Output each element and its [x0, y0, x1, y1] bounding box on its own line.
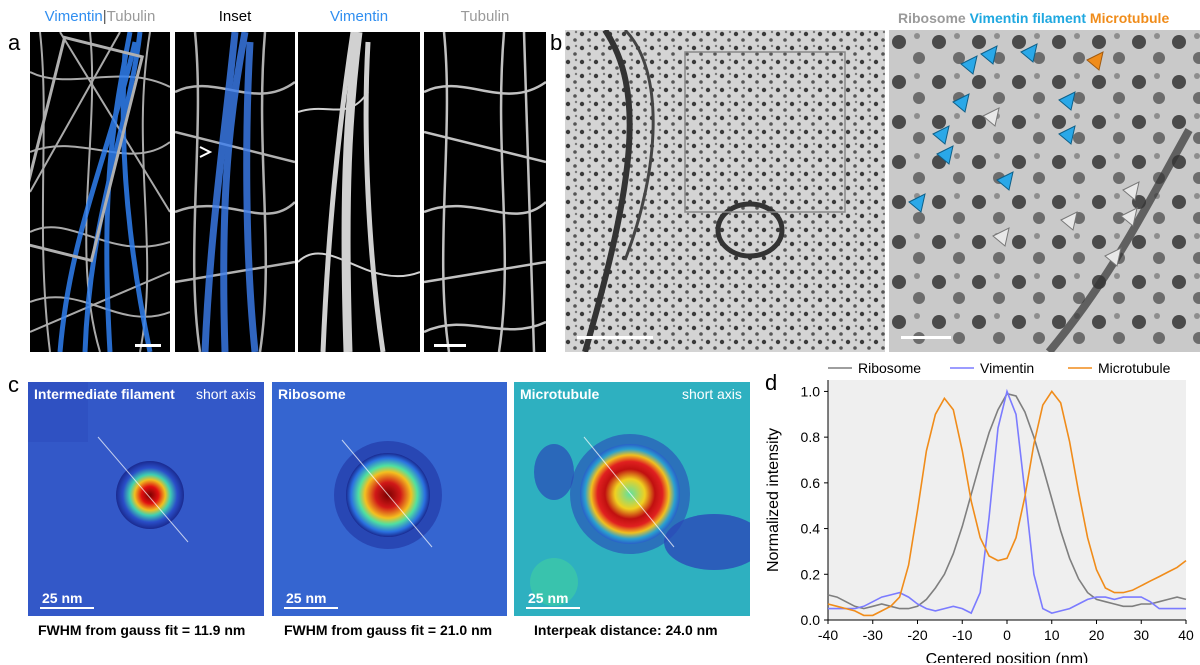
map-intermediate-filament: Intermediate filament short axis 25 nm — [28, 382, 264, 616]
tomogram-zoom-svg — [889, 30, 1200, 352]
x-tick-label: -30 — [863, 627, 883, 643]
intensity-line-chart: Ribosome Vimentin Microtubule -40 -30 -20 -10… — [765, 360, 1194, 663]
y-tick-label: 0.8 — [801, 429, 821, 445]
map-ribosome-title: Ribosome — [278, 386, 346, 402]
panel-a-label: a — [8, 30, 21, 55]
vimentin-image — [298, 32, 420, 352]
map-ribosome-caption: FWHM from gauss fit = 21.0 nm — [284, 622, 493, 638]
inset-title: Inset — [218, 8, 252, 25]
series-line-microtubule — [827, 390, 1187, 617]
merge-title-vimentin: Vimentin — [44, 8, 103, 25]
inset-image-svg — [175, 32, 295, 352]
tubulin-scale-bar — [434, 344, 466, 347]
x-tick-label: 30 — [1133, 627, 1149, 643]
tomogram-zoom-image — [889, 30, 1200, 352]
map-ribosome-scale-bar — [284, 607, 338, 609]
chart-axes: -40 -30 -20 -10 0 10 20 30 40 0.0 0.2 0.4 0.6 0.8 1.0 — [801, 380, 1194, 643]
panel-d-label: d — [765, 370, 778, 395]
legend-label-vimentin: Vimentin — [980, 360, 1034, 376]
map-if-caption: FWHM from gauss fit = 11.9 nm — [38, 622, 246, 638]
map-ribosome-svg — [272, 382, 507, 616]
map-microtubule-svg — [514, 382, 750, 616]
x-tick-label: 40 — [1178, 627, 1194, 643]
map-microtubule-tag: short axis — [682, 386, 742, 402]
panel-b-label: b — [550, 30, 563, 55]
map-microtubule-title: Microtubule — [520, 386, 600, 402]
tubulin-image — [424, 32, 546, 352]
tubulin-title: Tubulin — [460, 8, 510, 25]
map-ribosome: Ribosome 25 nm — [272, 382, 507, 616]
tubulin-image-svg — [424, 32, 546, 352]
map-microtubule-scale-label: 25 nm — [528, 590, 569, 606]
plot-background — [828, 380, 1186, 620]
merge-title-tubulin: Tubulin — [106, 8, 156, 25]
tomogram-image — [565, 30, 885, 352]
legend-ribosome: Ribosome — [898, 10, 966, 26]
chart-series — [827, 388, 1187, 617]
chart-legend: Ribosome Vimentin Microtubule — [828, 360, 1171, 376]
x-tick-label: -40 — [818, 627, 838, 643]
map-ribosome-scale-label: 25 nm — [286, 590, 327, 606]
map-if-tag: short axis — [196, 386, 256, 402]
map-if-svg — [28, 382, 264, 616]
series-line-vimentin — [828, 388, 1186, 615]
legend-vimentin-filament: Vimentin filament — [969, 10, 1087, 26]
legend-label-ribosome: Ribosome — [858, 360, 921, 376]
map-microtubule-scale-bar — [526, 607, 580, 609]
inset-image — [175, 32, 295, 352]
x-tick-label: 10 — [1044, 627, 1060, 643]
y-tick-label: 0.2 — [801, 566, 821, 582]
panel-c-label: c — [8, 372, 19, 397]
map-if-scale-bar — [40, 607, 94, 609]
x-axis-label: Centered position (nm) — [926, 651, 1089, 663]
map-if-title: Intermediate filament — [34, 386, 175, 402]
x-tick-label: 20 — [1089, 627, 1105, 643]
y-tick-label: 0.0 — [801, 612, 821, 628]
map-microtubule-caption: Interpeak distance: 24.0 nm — [534, 622, 718, 638]
vimentin-image-svg — [298, 32, 420, 352]
tomogram-zoom-scale-bar — [901, 336, 951, 339]
merge-scale-bar — [135, 344, 161, 347]
y-tick-label: 1.0 — [801, 383, 821, 399]
merge-image — [30, 32, 170, 352]
x-tick-label: -10 — [952, 627, 972, 643]
vimentin-title: Vimentin — [329, 8, 389, 25]
x-tick-label: 0 — [1003, 627, 1011, 643]
y-tick-label: 0.4 — [801, 521, 821, 537]
map-if-scale-label: 25 nm — [42, 590, 83, 606]
merge-image-svg — [30, 32, 170, 352]
merge-title-separator: | — [102, 8, 107, 25]
map-microtubule: Microtubule short axis 25 nm — [514, 382, 750, 616]
legend-microtubule: Microtubule — [1089, 10, 1170, 26]
tomogram-scale-bar — [577, 336, 653, 339]
x-tick-label: -20 — [907, 627, 927, 643]
y-tick-label: 0.6 — [801, 475, 821, 491]
legend-label-microtubule: Microtubule — [1098, 360, 1171, 376]
tomogram-image-svg — [565, 30, 885, 352]
y-axis-label: Normalized intensity — [765, 428, 782, 572]
panel-b-legend: Ribosome Vimentin filament Microtubule — [898, 10, 1169, 26]
panel-a-merge-title: Vimentin|Tubulin — [30, 8, 170, 25]
